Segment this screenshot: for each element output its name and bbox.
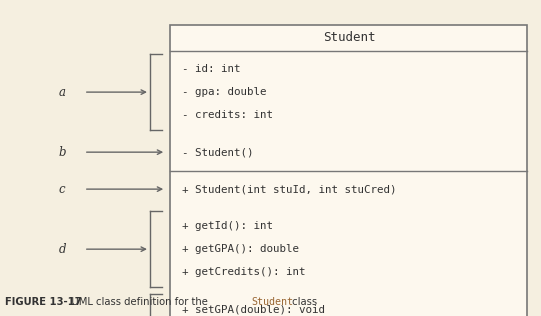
Text: Student: Student — [322, 31, 375, 45]
Bar — [170, 25, 527, 316]
Text: - gpa: double: - gpa: double — [182, 87, 267, 97]
Text: d: d — [58, 243, 66, 256]
Text: c: c — [59, 183, 65, 196]
Text: + getCredits(): int: + getCredits(): int — [182, 267, 306, 277]
Text: + setGPA(double): void: + setGPA(double): void — [182, 304, 325, 314]
Text: Student: Student — [252, 297, 294, 307]
Text: e: e — [59, 314, 65, 316]
Text: - credits: int: - credits: int — [182, 110, 273, 120]
Text: class: class — [289, 297, 318, 307]
Text: + getGPA(): double: + getGPA(): double — [182, 244, 299, 254]
Text: UML class definition for the: UML class definition for the — [62, 297, 211, 307]
Text: + getId(): int: + getId(): int — [182, 221, 273, 231]
Text: - Student(): - Student() — [182, 147, 254, 157]
Text: - id: int: - id: int — [182, 64, 241, 74]
Text: FIGURE 13-17: FIGURE 13-17 — [5, 297, 82, 307]
Text: a: a — [59, 86, 65, 99]
Text: b: b — [58, 146, 66, 159]
Text: + Student(int stuId, int stuCred): + Student(int stuId, int stuCred) — [182, 184, 397, 194]
